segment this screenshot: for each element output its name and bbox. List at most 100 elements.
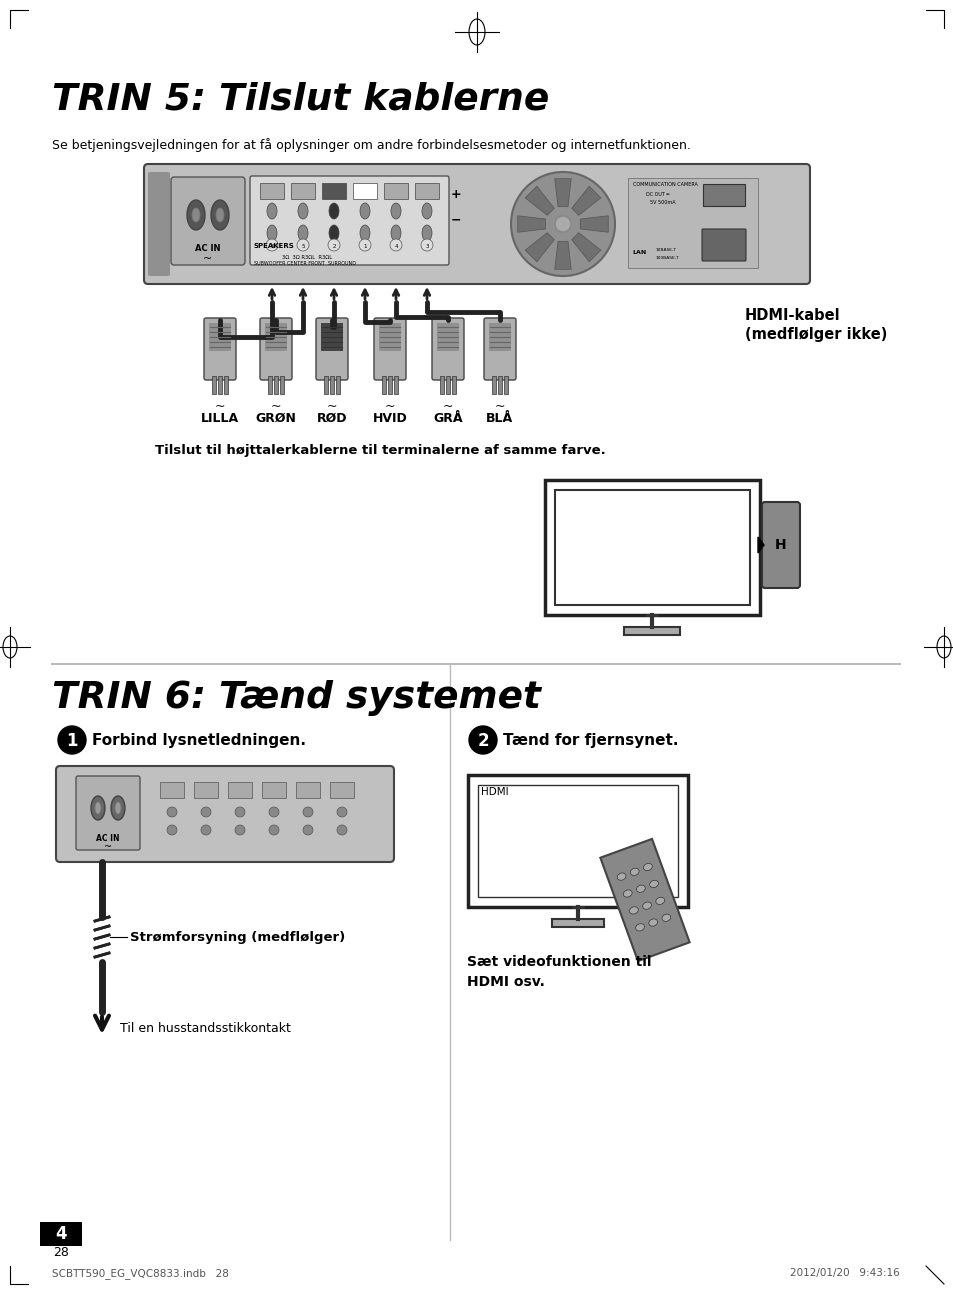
FancyBboxPatch shape (761, 502, 800, 587)
Bar (394, 377, 397, 393)
Circle shape (266, 239, 277, 251)
Bar (322, 182, 346, 199)
Text: ~: ~ (214, 400, 225, 413)
Text: Til en husstandsstikkontakt: Til en husstandsstikkontakt (120, 1022, 291, 1035)
Circle shape (555, 216, 571, 232)
Bar (492, 377, 496, 393)
Ellipse shape (91, 796, 105, 820)
Text: BLÅ: BLÅ (486, 411, 513, 424)
FancyBboxPatch shape (144, 164, 809, 283)
FancyBboxPatch shape (483, 318, 516, 380)
Text: 4: 4 (394, 243, 397, 248)
Circle shape (469, 726, 497, 754)
Text: Sæt videofunktionen til: Sæt videofunktionen til (467, 955, 651, 969)
FancyBboxPatch shape (260, 318, 292, 380)
Bar (489, 324, 511, 351)
FancyBboxPatch shape (250, 176, 449, 265)
Circle shape (167, 807, 177, 817)
Ellipse shape (635, 924, 644, 930)
Text: GRÅ: GRÅ (433, 411, 462, 424)
Bar (160, 782, 184, 798)
Text: ~: ~ (327, 400, 337, 413)
Ellipse shape (636, 885, 644, 893)
Bar (497, 377, 501, 393)
Text: HDMI-kabel: HDMI-kabel (744, 308, 840, 324)
Bar (212, 377, 215, 393)
Text: LILLA: LILLA (201, 411, 239, 424)
Bar (627, 179, 758, 268)
Circle shape (511, 172, 615, 276)
Bar (330, 782, 354, 798)
Ellipse shape (192, 208, 200, 223)
Text: 1: 1 (66, 732, 77, 751)
Text: H: H (775, 538, 786, 553)
Text: HVID: HVID (373, 411, 407, 424)
Text: 1: 1 (363, 243, 366, 248)
Ellipse shape (648, 919, 657, 927)
Polygon shape (571, 233, 600, 261)
Circle shape (336, 807, 347, 817)
Bar (330, 377, 334, 393)
Circle shape (58, 726, 86, 754)
FancyBboxPatch shape (374, 318, 406, 380)
Bar (228, 782, 252, 798)
Circle shape (201, 826, 211, 835)
Circle shape (420, 239, 433, 251)
Bar (218, 377, 222, 393)
Circle shape (269, 807, 278, 817)
FancyBboxPatch shape (432, 318, 463, 380)
Text: ~: ~ (203, 254, 213, 264)
Circle shape (296, 239, 309, 251)
Polygon shape (524, 186, 554, 215)
Ellipse shape (111, 796, 125, 820)
Bar (291, 182, 314, 199)
Text: ~: ~ (104, 842, 112, 851)
Ellipse shape (215, 208, 224, 223)
Ellipse shape (115, 802, 121, 814)
Ellipse shape (329, 203, 338, 219)
Bar (224, 377, 228, 393)
Bar (702, 184, 744, 206)
Ellipse shape (391, 203, 400, 219)
Text: HDMI: HDMI (480, 787, 508, 797)
Bar (280, 377, 284, 393)
Bar (552, 919, 603, 927)
Text: 5: 5 (301, 243, 304, 248)
Bar (353, 182, 376, 199)
Text: ~: ~ (495, 400, 505, 413)
Text: AC IN: AC IN (195, 245, 220, 254)
Bar (274, 377, 277, 393)
Circle shape (303, 826, 313, 835)
Circle shape (358, 239, 371, 251)
Text: HDMI osv.: HDMI osv. (467, 974, 544, 989)
Ellipse shape (643, 863, 652, 871)
Circle shape (201, 807, 211, 817)
Circle shape (234, 807, 245, 817)
Ellipse shape (359, 225, 370, 241)
Text: TRIN 5: Tilslut kablerne: TRIN 5: Tilslut kablerne (52, 82, 549, 118)
Text: Forbind lysnetledningen.: Forbind lysnetledningen. (91, 734, 306, 748)
Circle shape (234, 826, 245, 835)
Text: ~: ~ (442, 400, 453, 413)
Text: 3: 3 (425, 243, 428, 248)
Ellipse shape (642, 902, 651, 910)
Text: DC OUT ═: DC OUT ═ (645, 192, 669, 197)
Bar (503, 377, 507, 393)
Text: COMMUNICATION CAMERA: COMMUNICATION CAMERA (633, 182, 698, 188)
Text: SUBWOOFER CENTER FRONT  SURROUND: SUBWOOFER CENTER FRONT SURROUND (253, 261, 355, 267)
Circle shape (390, 239, 401, 251)
Bar (415, 182, 438, 199)
Text: Tænd for fjernsynet.: Tænd for fjernsynet. (502, 734, 678, 748)
FancyBboxPatch shape (315, 318, 348, 380)
Text: ~: ~ (384, 400, 395, 413)
Circle shape (303, 807, 313, 817)
Bar (555, 490, 749, 606)
Text: 6: 6 (270, 243, 274, 248)
Text: 2: 2 (332, 243, 335, 248)
Bar (477, 785, 678, 897)
Text: 5V 500mA: 5V 500mA (649, 201, 675, 204)
Bar (384, 182, 408, 199)
Text: 10BASE-T: 10BASE-T (656, 248, 677, 252)
Text: −: − (451, 214, 461, 226)
Ellipse shape (421, 225, 432, 241)
